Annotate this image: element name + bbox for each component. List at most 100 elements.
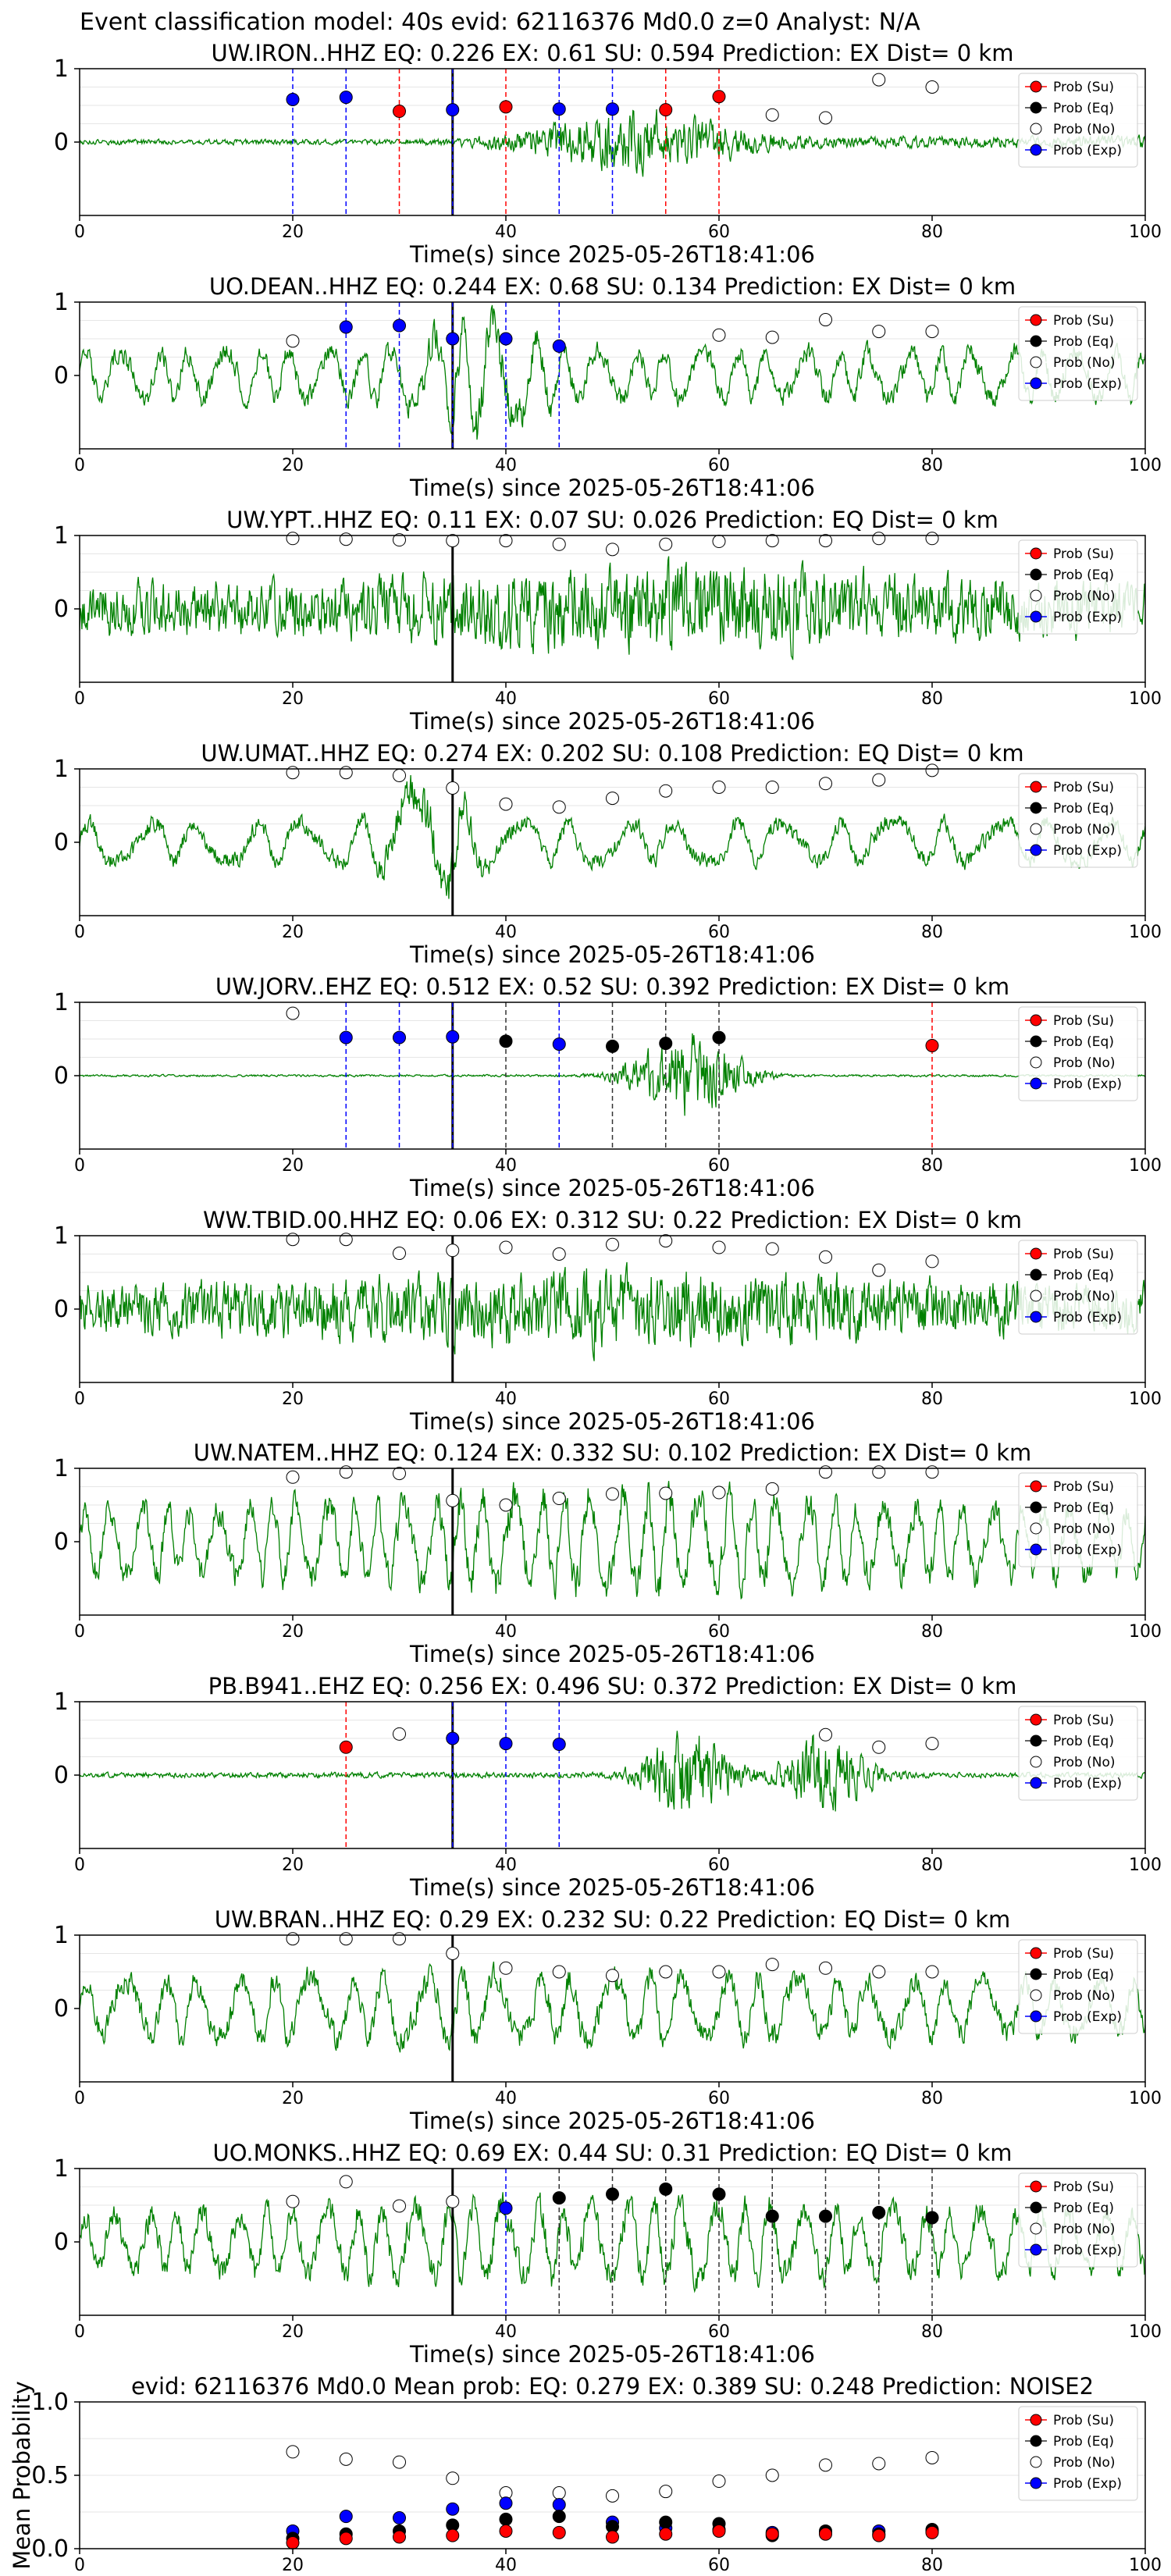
legend-marker-no xyxy=(1030,123,1042,135)
prob-marker-su xyxy=(712,90,726,104)
legend-marker-eq xyxy=(1030,101,1042,114)
prob-marker-no xyxy=(606,543,619,557)
prob-marker-no xyxy=(872,325,886,339)
prob-marker-no xyxy=(446,534,460,548)
mean-prob-marker-no xyxy=(765,2468,779,2482)
prob-marker-no xyxy=(765,534,779,548)
prob-marker-no xyxy=(925,325,939,339)
x-tick-label: 20 xyxy=(282,923,304,942)
x-tick-label: 0 xyxy=(74,2556,85,2575)
legend-label-su: Prob (Su) xyxy=(1053,1247,1114,1262)
x-tick-label: 80 xyxy=(921,2322,943,2342)
prob-marker-su xyxy=(499,100,513,114)
x-tick-label: 20 xyxy=(282,2322,304,2342)
legend-marker-no xyxy=(1030,1522,1042,1535)
prob-marker-no xyxy=(819,777,832,791)
prob-marker-no xyxy=(819,1961,832,1975)
prob-marker-no xyxy=(339,1233,353,1247)
prob-marker-no xyxy=(659,1965,673,1979)
mean-prob-marker-su xyxy=(499,2524,513,2538)
panel-title: evid: 62116376 Md0.0 Mean prob: EQ: 0.27… xyxy=(131,2373,1094,2400)
x-tick-label: 40 xyxy=(495,923,517,942)
legend-label-no: Prob (No) xyxy=(1053,1521,1116,1537)
prob-marker-no xyxy=(286,1233,300,1247)
prob-marker-eq xyxy=(659,2182,673,2196)
prob-marker-no xyxy=(499,534,513,548)
legend-box xyxy=(1018,1240,1138,1335)
legend-marker-su xyxy=(1030,1014,1042,1026)
legend-label-su: Prob (Su) xyxy=(1053,1013,1114,1029)
legend-marker-exp xyxy=(1030,1777,1042,1789)
mean-prob-marker-eq xyxy=(499,2512,513,2526)
panel-title: UW.JORV..EHZ EQ: 0.512 EX: 0.52 SU: 0.39… xyxy=(215,973,1009,1000)
legend: Prob (Su) Prob (Eq) Prob (No) Prob (Exp) xyxy=(1018,2172,1138,2268)
mean-prob-marker-no xyxy=(712,2475,726,2489)
mean-prob-marker-su xyxy=(286,2535,300,2549)
legend-box xyxy=(1018,2172,1138,2268)
y-tick-label: 1 xyxy=(54,989,69,1016)
y-tick-label: 0 xyxy=(54,129,69,156)
prob-marker-no xyxy=(286,532,300,546)
x-tick-label: 80 xyxy=(921,1389,943,1409)
prob-marker-no xyxy=(765,330,779,344)
prob-marker-no xyxy=(606,792,619,806)
prob-marker-exp xyxy=(552,102,566,116)
legend-marker-exp xyxy=(1030,2010,1042,2023)
waveform-trace xyxy=(80,774,1145,899)
mean-prob-marker-su xyxy=(819,2527,832,2541)
x-tick-label: 20 xyxy=(282,456,304,475)
prob-marker-no xyxy=(339,532,353,546)
chart-panel-10: UO.MONKS..HHZ EQ: 0.69 EX: 0.44 SU: 0.31… xyxy=(54,2140,1162,2368)
x-tick-label: 0 xyxy=(74,1856,85,1875)
panel-title: UO.DEAN..HHZ EQ: 0.244 EX: 0.68 SU: 0.13… xyxy=(209,273,1016,300)
x-tick-label: 80 xyxy=(921,1622,943,1642)
prob-marker-exp xyxy=(446,332,460,346)
legend-marker-exp xyxy=(1030,1077,1042,1090)
legend-marker-no xyxy=(1030,2222,1042,2235)
x-tick-label: 20 xyxy=(282,1156,304,1176)
prob-marker-no xyxy=(499,1961,513,1975)
prob-marker-exp xyxy=(446,1030,460,1044)
chart-panel-6: WW.TBID.00.HHZ EQ: 0.06 EX: 0.312 SU: 0.… xyxy=(54,1207,1162,1435)
legend-label-no: Prob (No) xyxy=(1053,589,1116,604)
mean-prob-marker-eq xyxy=(552,2510,566,2524)
prob-marker-no xyxy=(552,1492,566,1506)
chart-panel-7: UW.NATEM..HHZ EQ: 0.124 EX: 0.332 SU: 0.… xyxy=(54,1439,1162,1667)
x-tick-label: 60 xyxy=(708,456,730,475)
x-tick-label: 40 xyxy=(495,2089,517,2108)
legend: Prob (Su) Prob (Eq) Prob (No) Prob (Exp) xyxy=(1018,1240,1138,1335)
prob-marker-no xyxy=(819,1727,832,1742)
panel-title: UW.NATEM..HHZ EQ: 0.124 EX: 0.332 SU: 0.… xyxy=(194,1439,1031,1466)
mean-prob-marker-no xyxy=(606,2489,619,2503)
legend-label-su: Prob (Su) xyxy=(1053,2413,1114,2428)
chart-panel-4: UW.UMAT..HHZ EQ: 0.274 EX: 0.202 SU: 0.1… xyxy=(54,740,1162,968)
legend-box xyxy=(1018,1472,1138,1567)
legend-label-no: Prob (No) xyxy=(1053,2222,1116,2237)
prob-marker-no xyxy=(339,766,353,780)
y-tick-label: 0 xyxy=(54,829,69,856)
prob-marker-su xyxy=(925,1038,939,1052)
prob-marker-no xyxy=(765,1482,779,1496)
prob-marker-no xyxy=(446,1493,460,1507)
x-tick-label: 20 xyxy=(282,222,304,242)
mean-prob-marker-exp xyxy=(393,2511,406,2525)
prob-marker-no xyxy=(925,532,939,546)
panel-title: UW.IRON..HHZ EQ: 0.226 EX: 0.61 SU: 0.59… xyxy=(212,40,1014,66)
prob-marker-no xyxy=(872,1465,886,1479)
legend-label-no: Prob (No) xyxy=(1053,1988,1116,2004)
prob-marker-eq xyxy=(606,2187,619,2201)
prob-marker-no xyxy=(446,1244,460,1258)
legend-box xyxy=(1018,773,1138,868)
x-axis-label: Time(s) since 2025-05-26T18:41:06 xyxy=(409,475,815,501)
prob-marker-exp xyxy=(499,1737,513,1751)
prob-marker-eq xyxy=(872,2205,886,2219)
legend-label-eq: Prob (Eq) xyxy=(1053,1500,1114,1516)
panel-title: UW.YPT..HHZ EQ: 0.11 EX: 0.07 SU: 0.026 … xyxy=(226,507,998,533)
mean-prob-marker-su xyxy=(339,2532,353,2546)
prob-marker-no xyxy=(499,797,513,811)
legend-marker-no xyxy=(1030,589,1042,602)
prob-marker-no xyxy=(552,537,566,551)
mean-prob-marker-exp xyxy=(552,2498,566,2512)
waveform-trace xyxy=(80,1481,1145,1600)
x-tick-label: 60 xyxy=(708,2089,730,2108)
